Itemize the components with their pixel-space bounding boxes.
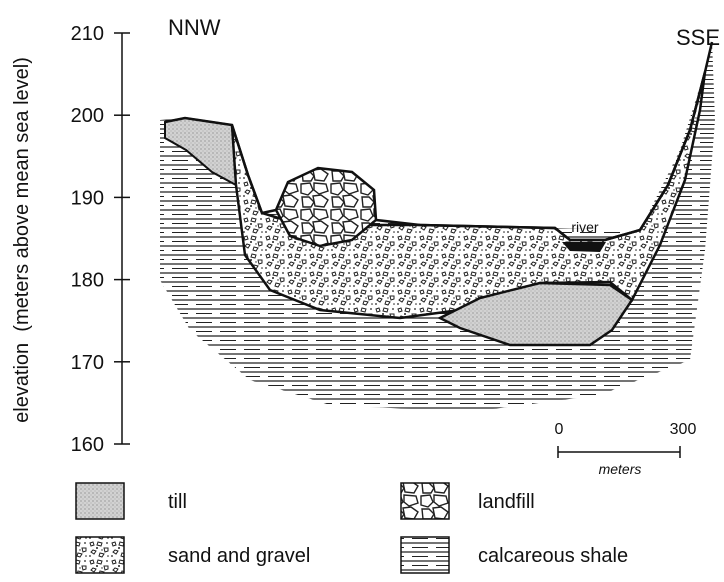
legend-swatch-shale [401, 537, 449, 573]
scale-end: 300 [670, 421, 697, 438]
y-tick-label: 170 [71, 352, 104, 374]
cross-section-figure: 210 200 190 180 170 160 elevation (meters abo… [0, 0, 724, 577]
scale-start: 0 [555, 421, 564, 438]
y-axis-label: elevation (meters above mean sea level) [11, 57, 33, 423]
y-tick-label: 210 [71, 23, 104, 45]
legend-label: till [168, 491, 187, 513]
scale-bar [558, 446, 680, 458]
y-tick-label: 190 [71, 187, 104, 209]
scale-unit: meters [599, 461, 642, 477]
river-label: river [571, 219, 599, 235]
legend-swatch-till [76, 483, 124, 519]
y-tick-label: 180 [71, 270, 104, 292]
legend-swatch-landfill [401, 483, 449, 519]
y-tick-label: 160 [71, 434, 104, 456]
y-tick-label: 200 [71, 105, 104, 127]
right-direction: SSE [676, 25, 720, 50]
legend-label: landfill [478, 491, 535, 513]
legend-swatch-sand-gravel [76, 537, 124, 573]
legend-label: calcareous shale [478, 545, 628, 567]
legend-label: sand and gravel [168, 545, 310, 567]
left-direction: NNW [168, 15, 221, 40]
